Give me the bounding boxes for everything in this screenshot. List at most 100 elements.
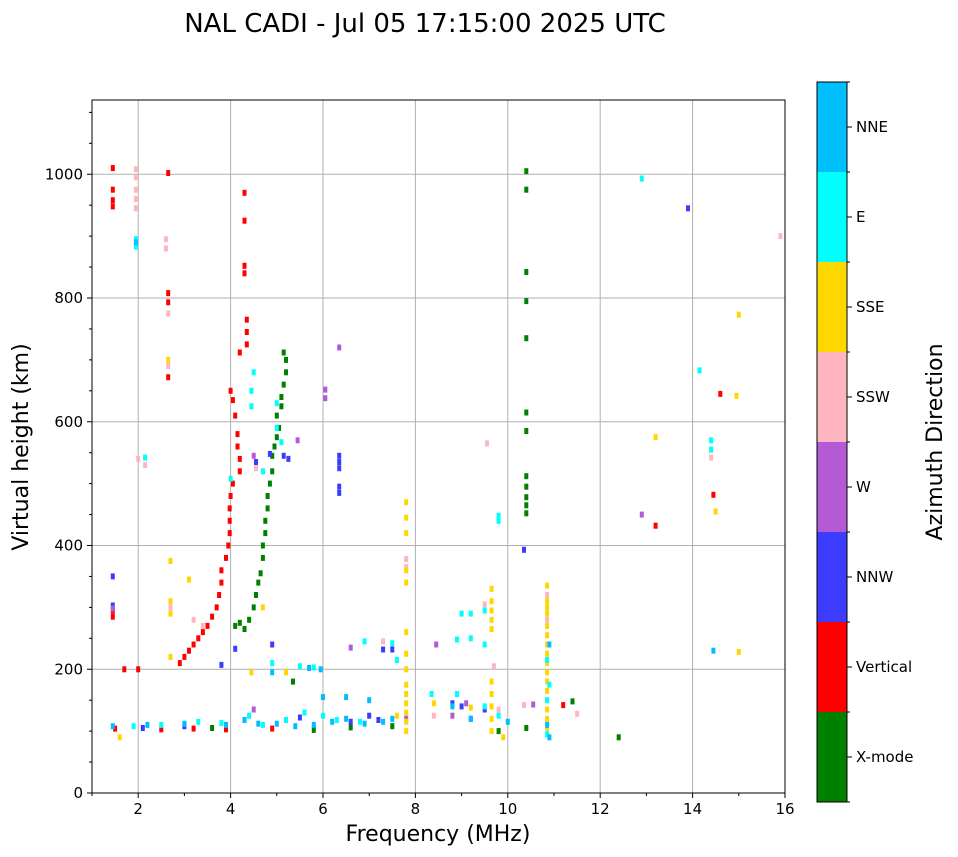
data-point-nne [344,715,349,722]
data-point-vertical [244,341,249,348]
data-point-x-mode [260,554,265,561]
data-point-nnw [381,646,386,653]
data-point-sse [404,700,409,707]
data-point-vertical [205,622,210,629]
data-point-x-mode [277,424,282,431]
data-point-sse [404,514,409,521]
colorbar-segment [817,262,847,352]
data-point-nne [182,720,187,727]
data-point-x-mode [281,349,286,356]
y-tick-label: 1000 [45,165,83,183]
data-point-vertical [242,262,247,269]
data-point-nne [224,721,228,728]
data-point-vertical [224,554,228,561]
data-point-x-mode [524,298,529,305]
data-point-ssw [166,310,171,317]
data-point-sse [489,678,494,685]
data-point-nnw [482,706,487,713]
data-point-nnw [254,459,258,465]
data-point-w [531,701,536,708]
data-point-nne [390,715,395,722]
data-point-vertical [711,491,716,498]
data-point-nne [547,641,552,648]
data-point-x-mode [524,186,529,193]
data-point-ssw [191,616,196,623]
data-point-e [547,681,552,688]
data-point-sse [260,604,265,611]
data-point-e [247,712,252,719]
data-point-e [228,475,233,482]
data-point-sse [168,653,173,660]
y-tick-label: 600 [54,413,83,431]
data-point-e [270,660,275,667]
data-point-vertical [235,431,240,438]
data-point-ssw [545,592,550,598]
data-point-sse [545,604,550,611]
data-point-vertical [200,629,205,636]
data-point-ssw [482,601,487,608]
data-point-vertical [228,387,233,394]
x-tick-label: 4 [226,800,236,818]
data-point-vertical [718,390,723,397]
data-point-nne [270,669,275,676]
data-point-vertical [227,530,232,537]
colorbar: X-mode Vertical NNW W SSW SSE E NNE [816,81,913,803]
data-point-vertical [226,542,231,549]
data-point-x-mode [242,626,247,632]
x-tick-label: 8 [411,800,421,818]
data-point-w [337,344,342,351]
data-point-vertical [113,725,118,732]
data-point-sse [501,734,506,741]
data-point-x-mode [210,725,215,731]
x-tick-label: 16 [775,800,794,818]
data-point-x-mode [524,502,529,509]
data-point-vertical [122,666,127,673]
data-point-nnw [367,712,372,719]
data-point-x-mode [524,269,529,275]
data-point-ssw [404,556,409,563]
data-point-w [251,452,256,459]
data-point-ssw [200,622,205,629]
data-point-vertical [228,493,233,499]
data-point-e [709,437,714,444]
data-point-nnw [297,714,302,721]
data-point-vertical [159,726,164,733]
data-point-vertical [110,203,115,210]
data-point-nnw [337,459,342,465]
colorbar-segment [817,712,847,802]
data-point-e [468,635,473,642]
data-point-sse [284,669,288,676]
data-point-sse [736,311,741,318]
data-point-e [482,641,487,648]
data-point-ssw [163,245,168,252]
data-point-sse [404,530,409,537]
data-point-x-mode [311,726,316,733]
colorbar-tick-label: Vertical [856,658,912,676]
data-point-vertical [217,592,222,598]
data-point-x-mode [263,530,268,537]
data-point-sse [545,598,550,605]
data-point-e [545,657,550,663]
data-point-sse [404,718,409,725]
x-axis-label: Frequency (MHz) [346,822,531,847]
data-point-x-mode [279,403,284,410]
data-point-x-mode [281,381,286,388]
data-point-vertical [110,613,115,620]
data-point-e [455,636,459,643]
data-point-sse [404,728,409,735]
data-point-x-mode [254,592,258,598]
data-point-e [279,439,284,446]
data-point-nne [468,715,473,722]
data-point-x-mode [258,570,263,577]
data-point-x-mode [284,356,288,363]
data-point-x-mode [570,698,575,705]
data-point-x-mode [247,616,252,623]
x-tick-label: 14 [683,800,702,818]
data-point-x-mode [524,335,529,342]
data-point-ssw [545,616,550,623]
colorbar-segment [817,352,847,442]
data-point-sse [489,691,494,697]
data-point-nnw [219,661,224,668]
data-point-vertical [237,468,242,475]
